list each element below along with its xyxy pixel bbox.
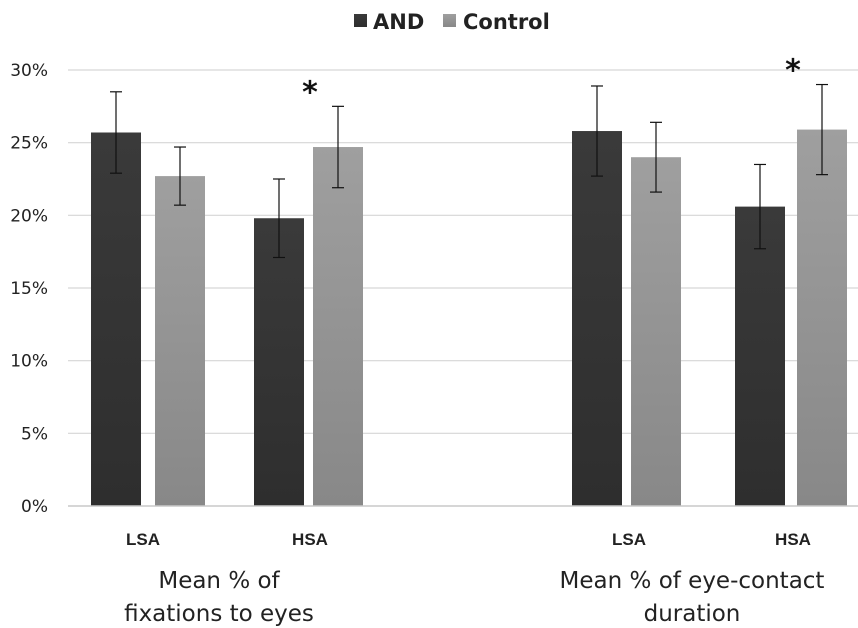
group-label: Mean % of bbox=[158, 568, 280, 594]
group-label: Mean % of eye-contact bbox=[560, 568, 825, 594]
significance-markers: ** bbox=[302, 54, 801, 111]
bar-and-2 bbox=[572, 131, 622, 507]
x-axis: LSA HSA Mean % of fixations to eyes LSA HSA Me… bbox=[68, 505, 858, 627]
y-tick-label: 25% bbox=[10, 134, 48, 154]
y-tick-label: 20% bbox=[10, 206, 48, 226]
bar-control-2 bbox=[631, 157, 681, 506]
x-tick-label: LSA bbox=[612, 530, 646, 549]
legend-label-and: AND bbox=[373, 10, 424, 34]
bar-control-3 bbox=[797, 129, 847, 506]
x-tick-label: HSA bbox=[775, 530, 811, 549]
bar-control-0 bbox=[155, 176, 205, 507]
legend-label-control: Control bbox=[463, 10, 550, 34]
group-label: fixations to eyes bbox=[124, 601, 314, 627]
legend-swatch-control bbox=[443, 14, 456, 27]
x-tick-label: HSA bbox=[292, 530, 328, 549]
bar-and-0 bbox=[91, 132, 141, 506]
y-tick-label: 10% bbox=[10, 352, 48, 372]
bar-control-1 bbox=[313, 147, 363, 506]
y-tick-label: 30% bbox=[10, 61, 48, 81]
significance-star: * bbox=[302, 75, 318, 110]
y-tick-label: 5% bbox=[21, 424, 48, 444]
y-axis: 0% 5% 10% 15% 20% 25% 30% bbox=[10, 61, 48, 517]
group-label: duration bbox=[644, 601, 741, 627]
x-tick-label: LSA bbox=[126, 530, 160, 549]
significance-star: * bbox=[785, 54, 801, 89]
y-tick-label: 15% bbox=[10, 279, 48, 299]
legend-swatch-and bbox=[354, 14, 367, 27]
bars bbox=[91, 129, 847, 507]
y-tick-label: 0% bbox=[21, 497, 48, 517]
bar-and-1 bbox=[254, 218, 304, 507]
error-bars bbox=[110, 83, 828, 259]
bar-and-3 bbox=[735, 206, 785, 506]
legend: AND Control bbox=[354, 10, 550, 34]
